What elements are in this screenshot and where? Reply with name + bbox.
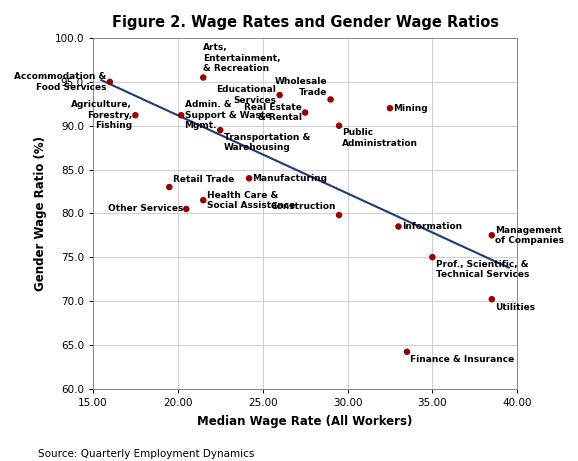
- Point: [487, 296, 497, 303]
- Text: Accommodation &
Food Services: Accommodation & Food Services: [14, 72, 106, 92]
- Text: Construction: Construction: [270, 202, 336, 211]
- Point: [105, 78, 114, 86]
- Point: [394, 223, 403, 230]
- Text: Finance & Insurance: Finance & Insurance: [410, 355, 514, 364]
- Text: Other Services: Other Services: [108, 205, 183, 213]
- Text: Real Estate
& Rental: Real Estate & Rental: [244, 103, 302, 122]
- Point: [487, 231, 497, 239]
- Point: [386, 105, 395, 112]
- Text: Retail Trade: Retail Trade: [173, 175, 234, 183]
- Point: [199, 196, 208, 204]
- Point: [275, 91, 284, 99]
- Point: [165, 183, 174, 191]
- Text: Transportation &
Warehousing: Transportation & Warehousing: [224, 133, 310, 152]
- Text: Management
of Companies: Management of Companies: [495, 225, 564, 245]
- Title: Figure 2. Wage Rates and Gender Wage Ratios: Figure 2. Wage Rates and Gender Wage Rat…: [112, 15, 499, 30]
- Text: Public
Administration: Public Administration: [342, 128, 418, 148]
- Point: [181, 205, 191, 213]
- X-axis label: Median Wage Rate (All Workers): Median Wage Rate (All Workers): [198, 414, 413, 427]
- Text: Admin. &
Support & Waste
Mgmt.: Admin. & Support & Waste Mgmt.: [184, 100, 271, 130]
- Text: Health Care &
Social Assistance: Health Care & Social Assistance: [207, 190, 295, 210]
- Text: Prof., Scientific, &
Technical Services: Prof., Scientific, & Technical Services: [436, 260, 529, 279]
- Text: Arts,
Entertainment,
& Recreation: Arts, Entertainment, & Recreation: [203, 43, 281, 73]
- Point: [199, 74, 208, 81]
- Text: Source: Quarterly Employment Dynamics: Source: Quarterly Employment Dynamics: [38, 449, 254, 459]
- Point: [402, 348, 412, 355]
- Point: [428, 254, 437, 261]
- Text: Manufacturing: Manufacturing: [253, 174, 328, 183]
- Text: Mining: Mining: [394, 104, 428, 112]
- Point: [176, 112, 186, 119]
- Text: Educational
Services: Educational Services: [216, 85, 276, 105]
- Text: Agriculture,
Forestry,
Fishing: Agriculture, Forestry, Fishing: [71, 100, 132, 130]
- Point: [335, 122, 344, 130]
- Point: [301, 109, 310, 116]
- Y-axis label: Gender Wage Ratio (%): Gender Wage Ratio (%): [35, 136, 47, 291]
- Text: Information: Information: [402, 222, 462, 231]
- Text: Wholesale
Trade: Wholesale Trade: [275, 77, 327, 97]
- Point: [335, 212, 344, 219]
- Text: Utilities: Utilities: [495, 303, 535, 312]
- Point: [131, 112, 140, 119]
- Point: [216, 126, 225, 134]
- Point: [244, 175, 254, 182]
- Point: [326, 96, 335, 103]
